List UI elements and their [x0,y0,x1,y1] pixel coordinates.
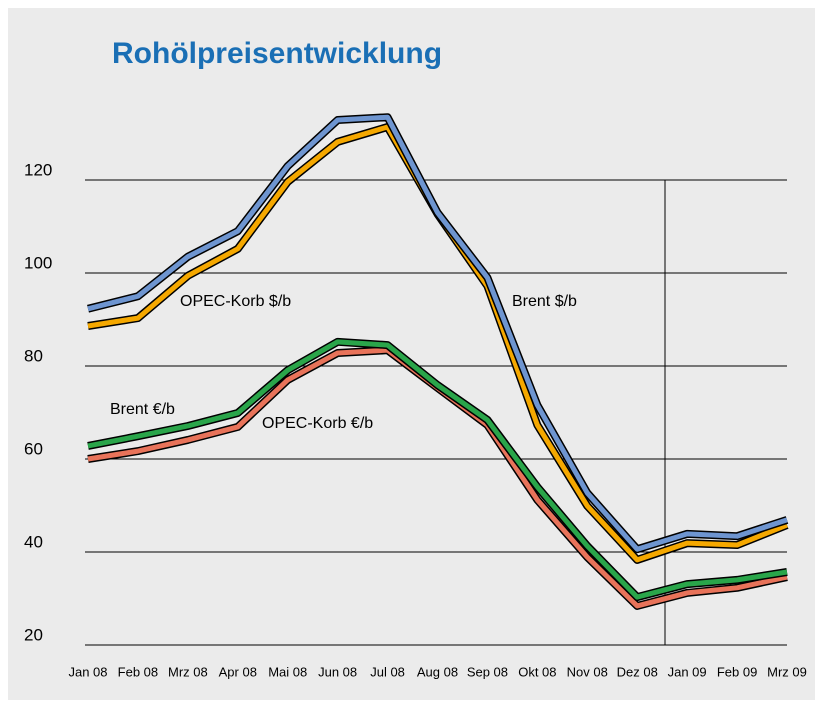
series-label: OPEC-Korb $/b [180,293,291,310]
x-tick-label: Nov 08 [567,664,608,679]
y-tick-label: 60 [24,439,43,458]
y-tick-label: 100 [24,253,52,272]
x-tick-label: Mai 08 [268,664,307,679]
x-tick-label: Feb 09 [717,664,757,679]
series-label: Brent €/b [110,401,175,418]
line [87,114,788,552]
y-tick-label: 40 [24,532,43,551]
x-tick-label: Jan 08 [68,664,107,679]
series-label: OPEC-Korb €/b [262,415,373,432]
x-tick-label: Feb 08 [118,664,158,679]
y-tick-label: 120 [24,160,52,179]
x-tick-label: Aug 08 [417,664,458,679]
chart-title: Rohölpreisentwicklung [112,37,442,70]
x-tick-label: Sep 08 [467,664,508,679]
x-tick-label: Apr 08 [219,664,257,679]
x-tick-label: Mrz 09 [767,664,807,679]
x-tick-label: Dez 08 [617,664,658,679]
line [87,339,788,600]
x-tick-label: Mrz 08 [168,664,208,679]
y-tick-label: 80 [24,346,43,365]
x-tick-label: Jan 09 [668,664,707,679]
y-tick-label: 20 [24,625,43,644]
x-tick-label: Jun 08 [318,664,357,679]
x-tick-label: Okt 08 [518,664,556,679]
x-tick-label: Jul 08 [370,664,405,679]
series-label: Brent $/b [512,293,577,310]
